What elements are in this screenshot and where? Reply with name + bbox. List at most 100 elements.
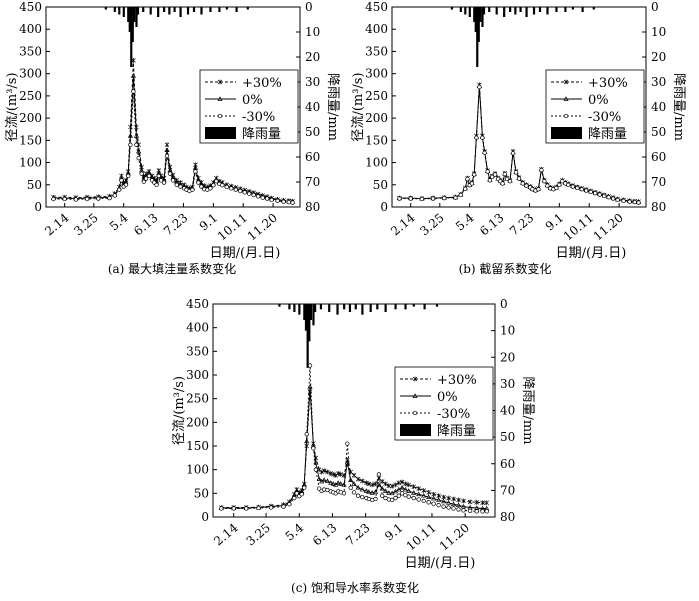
- series-point: [131, 89, 136, 94]
- y2-tick-label: 0: [305, 0, 313, 14]
- series-point: [328, 471, 334, 476]
- rainfall-bar: [479, 7, 482, 22]
- series-point: [545, 183, 550, 188]
- series-point: [482, 150, 487, 155]
- series-point: [446, 505, 451, 510]
- series-point: [467, 508, 473, 513]
- series-point: [136, 155, 141, 161]
- series-point: [520, 181, 525, 186]
- series-point: [351, 490, 357, 495]
- series-point: [632, 199, 637, 205]
- y2-tick-label: 60: [305, 150, 320, 164]
- series-point: [436, 503, 441, 508]
- rainfall-bar: [519, 7, 522, 12]
- series-point: [220, 183, 225, 188]
- y-tick-label: 400: [186, 321, 209, 335]
- y2-tick-label: 20: [305, 50, 320, 64]
- series-point: [563, 113, 569, 119]
- rainfall-bar: [564, 7, 567, 12]
- chart-panel-2: 0 50 100 150 200 250 300 350 400 450 0 10 20 30 40 50 60…: [351, 0, 686, 276]
- series-point: [480, 135, 485, 140]
- series-point: [292, 495, 297, 501]
- rainfall-bar: [538, 7, 542, 12]
- series-point: [324, 478, 331, 483]
- x-tick-label: 7.23: [507, 211, 536, 239]
- series-point: [164, 153, 170, 159]
- series-point: [469, 181, 475, 186]
- rainfall-bar: [503, 7, 506, 17]
- series-point: [382, 488, 389, 493]
- y-tick-label: 400: [365, 22, 388, 36]
- series-point: [412, 393, 418, 398]
- y-tick-label: 0: [380, 200, 388, 214]
- series-point: [217, 79, 223, 85]
- rainfall-bar: [514, 7, 517, 15]
- series-point: [597, 192, 602, 197]
- series-point: [463, 186, 468, 191]
- series-point: [554, 185, 559, 191]
- legend: +30% 0% -30% 降雨量: [199, 69, 299, 144]
- series-point: [174, 182, 179, 187]
- series-point: [321, 468, 327, 474]
- legend-label: -30%: [242, 110, 275, 125]
- series-point: [383, 481, 388, 487]
- series-point: [269, 197, 274, 203]
- series-point: [244, 506, 249, 511]
- y-tick-label: 50: [194, 486, 209, 500]
- series-point: [465, 176, 470, 182]
- x-axis-title: 日期/(月.日): [556, 246, 627, 261]
- y-axis-title: 径流/(m³/s): [351, 72, 366, 141]
- series-point: [480, 509, 485, 514]
- series-point: [355, 493, 361, 498]
- series-point: [178, 184, 183, 189]
- rainfall-bar: [298, 304, 301, 315]
- series-point: [154, 182, 159, 187]
- series-point: [112, 193, 117, 198]
- series-point: [156, 173, 161, 179]
- series-point: [380, 493, 385, 498]
- legend-swatch: [551, 127, 582, 139]
- series-point: [446, 495, 451, 501]
- y-tick-label: 150: [19, 133, 42, 147]
- series-point: [451, 506, 456, 511]
- rainfall-bar: [293, 304, 296, 312]
- rainfall-bar: [179, 7, 182, 17]
- series-point: [170, 178, 176, 183]
- rainfall-bar: [412, 304, 415, 307]
- series-point: [351, 472, 357, 478]
- series-point: [500, 181, 505, 186]
- series-point: [455, 502, 462, 508]
- rainfall-bar: [142, 7, 145, 12]
- series-point: [440, 498, 447, 504]
- series-point: [96, 196, 101, 201]
- rainfall-bar: [509, 7, 512, 12]
- y2-tick-label: 50: [500, 430, 515, 444]
- rainfall-bar: [450, 7, 453, 10]
- y2-tick-label: 20: [651, 50, 666, 64]
- series-point: [366, 489, 372, 494]
- series-point: [311, 446, 316, 451]
- y2-tick-label: 10: [651, 25, 666, 39]
- series-point: [441, 504, 446, 509]
- series-point: [196, 180, 201, 185]
- y2-tick-label: 70: [305, 175, 320, 189]
- series-point: [396, 480, 402, 486]
- rainfall-bar: [482, 7, 486, 15]
- x-tick-label: 3.25: [71, 211, 100, 239]
- series-point: [238, 188, 243, 194]
- y-tick-label: 250: [186, 392, 209, 406]
- y2-tick-label: 70: [651, 175, 666, 189]
- y-tick-label: 100: [186, 463, 209, 477]
- rainfall-bar: [235, 7, 238, 12]
- rainfall-bar: [246, 7, 249, 10]
- series-point: [563, 96, 569, 101]
- y-axis-title: 径流/(m³/s): [5, 72, 20, 141]
- series-point: [431, 501, 436, 506]
- legend-label: -30%: [437, 407, 470, 422]
- y-tick-label: 450: [19, 0, 42, 14]
- series-point: [406, 488, 412, 493]
- series-point: [325, 469, 330, 475]
- series-point: [335, 471, 341, 476]
- series-point: [247, 191, 252, 196]
- rainfall-bar: [149, 7, 152, 15]
